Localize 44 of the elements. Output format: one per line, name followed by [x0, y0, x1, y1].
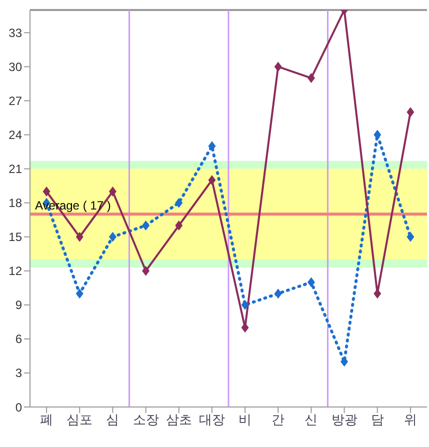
point [76, 288, 84, 299]
x-tick-label: 삼초 [166, 412, 192, 428]
point [307, 73, 315, 84]
x-tick-label: 위 [404, 412, 417, 428]
x-tick-label: 비 [238, 412, 252, 428]
point [274, 288, 282, 299]
x-tick-label: 대장 [198, 412, 225, 428]
x-tick-label: 담 [370, 412, 384, 428]
x-tick-label: 방광 [331, 412, 358, 428]
x-tick-label: 소장 [132, 412, 159, 428]
y-tick-label: 9 [15, 298, 22, 312]
point [406, 107, 414, 118]
x-tick-label: 심 [106, 412, 120, 428]
point [307, 277, 315, 288]
point [76, 232, 84, 242]
y-tick-label: 30 [8, 60, 22, 74]
y-tick-label: 12 [8, 264, 22, 278]
x-tick-label: 간 [272, 412, 285, 428]
x-tick-label: 신 [304, 412, 318, 428]
point [340, 356, 348, 367]
y-tick-label: 15 [8, 230, 22, 244]
point [374, 130, 382, 140]
y-tick-label: 33 [8, 26, 22, 40]
y-tick-label: 24 [8, 128, 22, 142]
point [241, 300, 249, 310]
y-tick-label: 0 [15, 400, 22, 414]
point [274, 62, 282, 72]
point [108, 232, 116, 242]
x-tick-label: 폐 [40, 412, 54, 428]
point [42, 186, 50, 196]
y-tick-label: 21 [8, 162, 22, 176]
y-tick-label: 3 [15, 366, 22, 380]
y-tick-label: 6 [15, 332, 22, 346]
point [142, 266, 150, 276]
point [208, 141, 216, 152]
x-tick-label: 심포 [66, 412, 93, 428]
point [208, 175, 216, 186]
y-tick-label: 27 [8, 94, 22, 108]
point [175, 220, 183, 231]
point [108, 186, 116, 196]
y-tick-label: 18 [8, 196, 22, 210]
point [175, 198, 183, 208]
point [406, 232, 414, 242]
point [142, 220, 150, 231]
